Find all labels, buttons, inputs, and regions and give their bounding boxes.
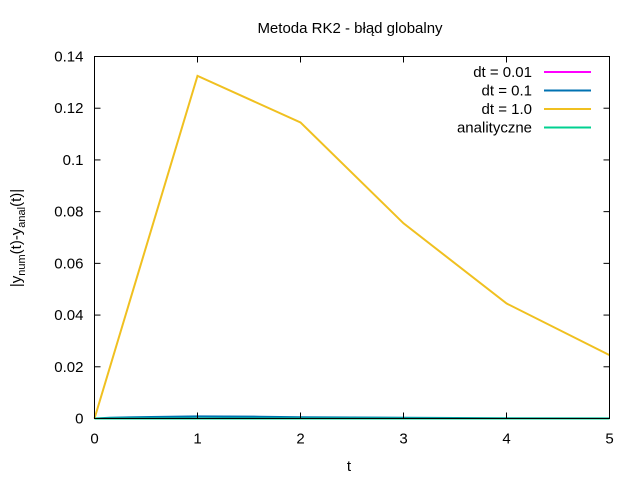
y-tick-label: 0.1 bbox=[63, 152, 84, 169]
series-line-2 bbox=[93, 74, 610, 419]
x-tick-label: 1 bbox=[193, 431, 201, 448]
y-tick-label: 0.12 bbox=[54, 100, 83, 117]
y-tick-label: 0.14 bbox=[54, 49, 83, 66]
y-tick-label: 0.08 bbox=[54, 204, 83, 221]
x-axis-label: t bbox=[347, 458, 352, 475]
x-axis: 0 1 2 3 4 5 bbox=[90, 56, 614, 448]
x-tick-label: 2 bbox=[296, 431, 304, 448]
y-axis: 0 0.02 0.04 0.06 0.08 0.1 0.12 0.14 bbox=[54, 49, 610, 428]
plot-frame bbox=[94, 56, 610, 419]
legend-label-3: analityczne bbox=[457, 120, 532, 137]
legend-label-0: dt = 0.01 bbox=[473, 64, 532, 81]
legend-label-2: dt = 1.0 bbox=[482, 101, 532, 118]
legend-label-1: dt = 0.1 bbox=[482, 83, 532, 100]
x-tick-label: 3 bbox=[399, 431, 407, 448]
x-tick-label: 0 bbox=[90, 431, 98, 448]
y-tick-label: 0.04 bbox=[54, 307, 83, 324]
legend: dt = 0.01 dt = 0.1dt = 1.0 analityczne bbox=[457, 64, 591, 137]
y-tick-label: 0 bbox=[75, 411, 83, 428]
y-tick-label: 0.02 bbox=[54, 359, 83, 376]
y-axis-label: |ynum(t)-yanal(t)| bbox=[8, 189, 28, 287]
chart-title: Metoda RK2 - błąd globalny bbox=[257, 20, 443, 37]
series-layer bbox=[93, 74, 610, 420]
x-tick-label: 5 bbox=[605, 431, 613, 448]
y-tick-label: 0.06 bbox=[54, 255, 83, 272]
x-tick-label: 4 bbox=[502, 431, 510, 448]
